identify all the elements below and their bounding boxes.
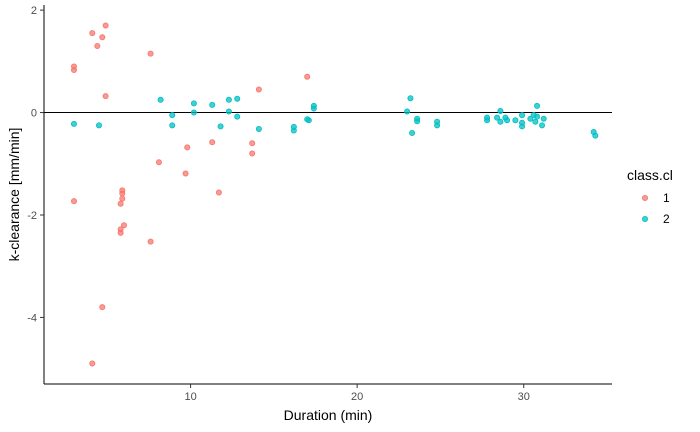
data-point-class-1 (147, 238, 154, 245)
data-point-class-2 (532, 118, 539, 125)
data-point-class-1 (117, 229, 124, 236)
data-point-class-2 (539, 122, 546, 129)
data-point-class-2 (407, 95, 414, 102)
data-point-class-1 (155, 159, 162, 166)
x-tick-label: 20 (351, 391, 363, 403)
data-point-class-2 (225, 108, 232, 115)
y-tick-label: -2 (27, 210, 37, 222)
data-point-class-1 (99, 34, 106, 41)
legend-label-class-1: 1 (663, 191, 670, 205)
data-point-class-2 (534, 113, 541, 120)
data-point-class-2 (190, 109, 197, 116)
data-point-class-2 (414, 118, 421, 125)
data-point-class-2 (504, 117, 511, 124)
data-point-class-2 (157, 96, 164, 103)
legend-key-class-2 (642, 215, 649, 222)
data-point-class-1 (70, 67, 77, 74)
data-point-class-2 (519, 123, 526, 130)
x-tick-label: 30 (518, 391, 530, 403)
data-point-class-2 (497, 118, 504, 125)
data-point-class-2 (497, 108, 504, 115)
data-point-class-2 (225, 96, 232, 103)
legend-key-class-1 (642, 194, 649, 201)
data-point-class-2 (540, 115, 547, 122)
plot-panel (44, 22, 612, 367)
data-point-class-1 (119, 190, 126, 197)
data-points (70, 22, 599, 367)
data-point-class-2 (290, 127, 297, 134)
data-point-class-1 (249, 150, 256, 157)
data-point-class-1 (215, 189, 222, 196)
data-point-class-1 (182, 170, 189, 177)
data-point-class-2 (512, 117, 519, 124)
axes: 10 20 30 20-2-4 (27, 5, 612, 403)
data-point-class-1 (120, 222, 127, 229)
data-point-class-2 (217, 123, 224, 130)
y-tick-label: -4 (27, 312, 37, 324)
data-point-class-1 (94, 42, 101, 49)
data-point-class-1 (255, 86, 262, 93)
legend-items: 12 (642, 191, 670, 226)
data-point-class-2 (169, 112, 176, 119)
data-point-class-1 (102, 93, 109, 100)
x-ticks: 10 20 30 (184, 384, 530, 403)
data-point-class-1 (249, 140, 256, 147)
data-point-class-2 (209, 101, 216, 108)
x-tick-label: 10 (184, 391, 196, 403)
data-point-class-2 (527, 115, 534, 122)
data-point-class-1 (119, 195, 126, 202)
data-point-class-2 (95, 122, 102, 129)
data-point-class-2 (305, 117, 312, 124)
legend-label-class-2: 2 (663, 212, 670, 226)
y-tick-label: 2 (31, 5, 37, 17)
y-axis-title: k-clearance [mm/min] (6, 128, 22, 262)
y-ticks: 2 0 -2 -4 (27, 5, 44, 324)
y-tick-label: 0 (31, 108, 37, 120)
data-point-class-2 (409, 130, 416, 137)
data-point-class-2 (70, 120, 77, 127)
data-point-class-2 (310, 105, 317, 112)
data-point-class-1 (304, 73, 311, 80)
data-point-class-2 (534, 102, 541, 109)
data-point-class-2 (592, 132, 599, 139)
data-point-class-1 (184, 144, 191, 151)
data-point-class-2 (434, 122, 441, 129)
data-point-class-1 (102, 22, 109, 29)
data-point-class-2 (234, 113, 241, 120)
data-point-class-1 (89, 360, 96, 367)
data-point-class-1 (147, 50, 154, 57)
data-point-class-2 (404, 108, 411, 115)
data-point-class-1 (99, 304, 106, 311)
x-axis-title: Duration (min) (284, 407, 373, 423)
data-point-class-2 (234, 95, 241, 102)
legend-title: class.cl (627, 167, 673, 183)
data-point-class-1 (209, 139, 216, 146)
data-point-class-1 (70, 198, 77, 205)
data-point-class-2 (169, 122, 176, 129)
data-point-class-1 (117, 200, 124, 207)
data-point-class-2 (484, 117, 491, 124)
data-point-class-1 (89, 30, 96, 37)
data-point-class-2 (519, 112, 526, 119)
data-point-class-2 (190, 100, 197, 107)
data-point-class-2 (255, 125, 262, 132)
legend: class.cl 12 (627, 167, 673, 226)
data-point-class-2 (494, 114, 501, 121)
